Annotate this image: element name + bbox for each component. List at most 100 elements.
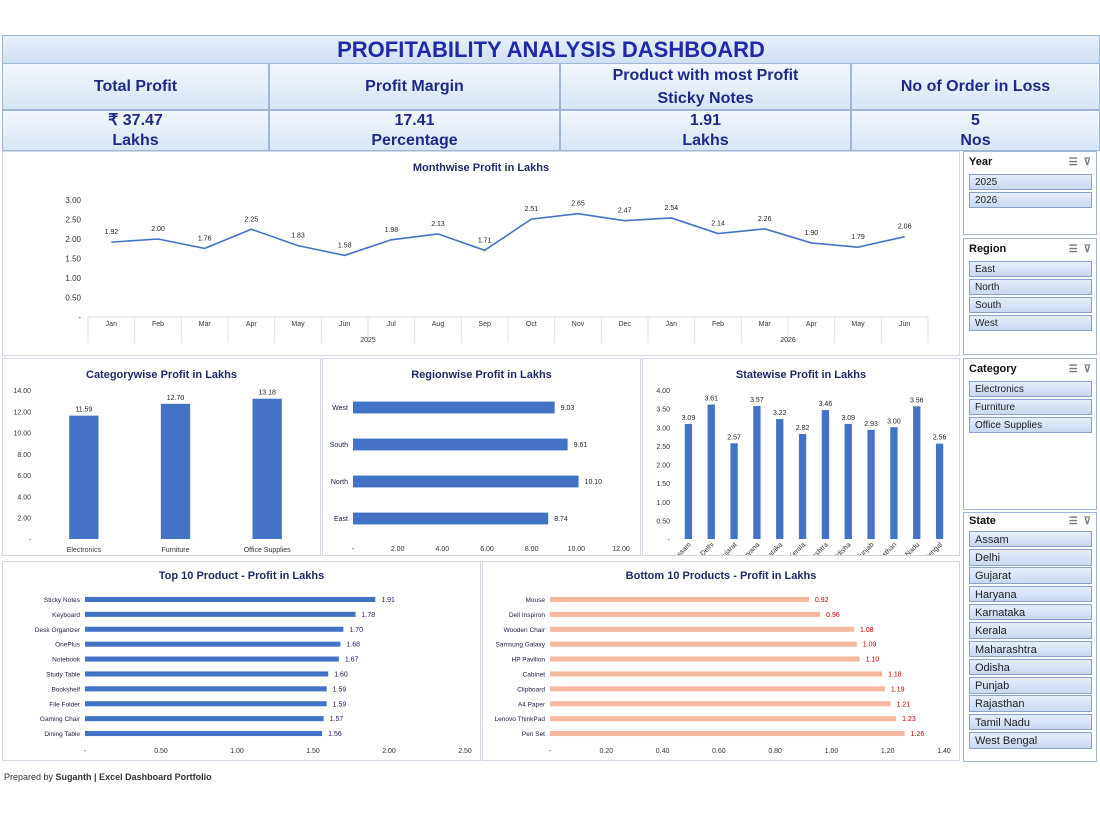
bottom10-panel: Bottom 10 Products - Profit in Lakhs - 0.…: [482, 561, 960, 761]
chart-title: Top 10 Product - Profit in Lakhs: [158, 570, 325, 582]
slicer-item-haryana[interactable]: Haryana: [969, 585, 1092, 603]
bar: [798, 433, 807, 539]
data-label: 2.13: [431, 221, 445, 228]
y-tick-label: -: [668, 537, 671, 544]
x-tick-label: -: [549, 748, 552, 755]
x-tick-label: Assam: [673, 541, 693, 555]
monthwise-panel: Monthwise Profit in Lakhs - 0.50 1.00 1.50 2…: [2, 151, 960, 356]
y-tick-label: Study Table: [46, 671, 80, 678]
slicer-item-assam[interactable]: Assam: [969, 530, 1092, 548]
y-tick-label: 1.50: [656, 481, 670, 488]
x-tick-label: Feb: [712, 321, 724, 328]
kpi-label: Product with most Profit: [612, 66, 799, 84]
x-tick-label: Gujarat: [717, 541, 738, 555]
x-group-label: 2025: [360, 337, 376, 344]
x-tick-label: Office Supplies: [244, 547, 291, 554]
x-tick-label: Jan: [666, 321, 677, 328]
clear-filter-icon[interactable]: ⊽: [1083, 243, 1091, 255]
data-label: 1.59: [333, 686, 347, 693]
slicer-item-east[interactable]: East: [969, 261, 1092, 277]
category-slicer: Category ☰ ⊽ Electronics Furniture Office …: [963, 358, 1097, 510]
slicer-item-tamil-nadu[interactable]: Tamil Nadu: [969, 713, 1092, 731]
x-tick-label: Delhi: [699, 541, 716, 555]
x-tick-label: Jun: [339, 321, 350, 328]
bottom10-bar-chart: - 0.20 0.40 0.60 0.80 1.00 1.20 1.40 Mouse 0.92 De…: [495, 596, 951, 755]
bar: [160, 403, 191, 539]
slicer-item-west[interactable]: West: [969, 315, 1092, 331]
y-tick-label: Pen Set: [522, 731, 545, 738]
x-tick-label: 2.00: [382, 748, 396, 755]
slicer-item-2025[interactable]: 2025: [969, 174, 1092, 190]
slicer-item-maharashtra[interactable]: Maharashtra: [969, 640, 1092, 658]
clear-filter-icon[interactable]: ⊽: [1083, 363, 1091, 375]
chart-title: Statewise Profit in Lakhs: [735, 369, 867, 381]
slicer-item-2026[interactable]: 2026: [969, 192, 1092, 208]
slicer-item-furniture[interactable]: Furniture: [969, 399, 1092, 415]
data-label: 1.76: [198, 235, 212, 242]
multi-select-icon[interactable]: ☰: [1068, 363, 1078, 375]
data-label: 1.21: [897, 701, 911, 708]
y-tick-label: 2.50: [656, 444, 670, 451]
kpi-total-profit-label: Total Profit: [2, 63, 269, 110]
clear-filter-icon[interactable]: ⊽: [1083, 515, 1091, 527]
slicer-item-north[interactable]: North: [969, 279, 1092, 295]
slicer-title: State: [969, 515, 996, 527]
slicer-item-gujarat[interactable]: Gujarat: [969, 567, 1092, 584]
x-tick-label: 4.00: [436, 546, 450, 553]
y-tick-label: 4.00: [656, 388, 670, 395]
multi-select-icon[interactable]: ☰: [1068, 243, 1078, 255]
data-label: 1.10: [866, 657, 880, 664]
slicer-item-electronics[interactable]: Electronics: [969, 381, 1092, 397]
slicer-item-punjab[interactable]: Punjab: [969, 677, 1092, 694]
y-tick-label: 2.00: [656, 463, 670, 470]
chart-title: Regionwise Profit in Lakhs: [411, 369, 552, 381]
slicer-item-odisha[interactable]: Odisha: [969, 658, 1092, 676]
bar: [550, 611, 821, 617]
bar: [821, 410, 830, 539]
multi-select-icon[interactable]: ☰: [1068, 515, 1078, 527]
category-panel: Categorywise Profit in Lakhs - 2.00 4.00 6.…: [2, 358, 321, 556]
x-tick-label: Apr: [806, 321, 818, 328]
footer-prefix: Prepared by: [4, 772, 54, 782]
y-tick-label: 0.50: [656, 518, 670, 525]
bar: [69, 415, 99, 539]
bar: [753, 406, 761, 539]
x-tick-label: Mar: [199, 321, 212, 328]
clear-filter-icon[interactable]: ⊽: [1083, 156, 1091, 168]
y-tick-label: -: [29, 537, 32, 544]
y-tick-label: Cabinet: [523, 671, 546, 678]
y-tick-label: 10.00: [13, 431, 31, 438]
x-tick-label: 1.40: [937, 748, 951, 755]
data-label: 0.92: [815, 597, 829, 604]
data-label: 1.23: [902, 716, 916, 723]
slicer-item-office-supplies[interactable]: Office Supplies: [969, 417, 1092, 433]
kpi-label: No of Order in Loss: [900, 78, 1051, 95]
bar: [353, 512, 549, 525]
bar: [776, 419, 784, 539]
slicer-item-karnataka[interactable]: Karnataka: [969, 603, 1092, 621]
kpi-value: 5: [971, 111, 980, 129]
data-label: 11.59: [75, 407, 92, 414]
x-tick-label: Kerala: [788, 541, 807, 555]
top10-panel: Top 10 Product - Profit in Lakhs - 0.50 1.…: [2, 561, 481, 761]
x-tick-label: 0.60: [712, 748, 726, 755]
state-bar-chart: - 0.50 1.00 1.50 2.00 2.50 3.00 3.50 4.00 3.09 Ass…: [656, 388, 946, 574]
slicer-item-rajasthan[interactable]: Rajasthan: [969, 695, 1092, 712]
bar: [550, 656, 860, 662]
data-label: 3.56: [910, 397, 924, 404]
kpi-top-product-label: Product with most Profit Sticky Notes: [560, 63, 851, 110]
x-tick-label: Mar: [759, 321, 772, 328]
slicer-item-kerala[interactable]: Kerala: [969, 622, 1092, 639]
slicer-item-south[interactable]: South: [969, 297, 1092, 313]
x-tick-label: 0.40: [656, 748, 670, 755]
slicer-item-west-bengal[interactable]: West Bengal: [969, 732, 1092, 749]
x-tick-label: Sep: [478, 321, 491, 328]
multi-select-icon[interactable]: ☰: [1068, 156, 1078, 168]
data-label: 1.98: [385, 227, 399, 234]
region-bar-chart: - 2.00 4.00 6.00 8.00 10.00 12.00 West 9.03 South…: [330, 401, 630, 553]
slicer-item-delhi[interactable]: Delhi: [969, 549, 1092, 566]
data-label: 2.00: [151, 226, 165, 233]
data-label: 9.03: [561, 405, 575, 412]
data-label: 2.57: [727, 434, 741, 441]
slicer-title: Region: [969, 243, 1007, 255]
